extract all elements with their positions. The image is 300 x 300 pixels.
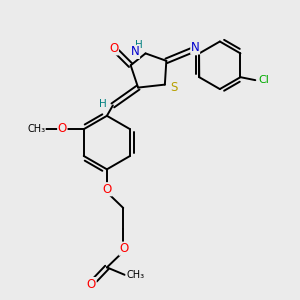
Text: S: S [170, 81, 178, 94]
Text: Cl: Cl [259, 75, 270, 85]
Text: O: O [87, 278, 96, 290]
Text: H: H [99, 99, 106, 109]
Text: N: N [191, 41, 200, 54]
Text: H: H [135, 40, 143, 50]
Text: O: O [109, 42, 119, 55]
Text: O: O [119, 242, 128, 255]
Text: O: O [103, 183, 112, 196]
Text: CH₃: CH₃ [27, 124, 45, 134]
Text: CH₃: CH₃ [126, 270, 144, 280]
Text: O: O [58, 122, 67, 135]
Text: N: N [131, 45, 140, 58]
